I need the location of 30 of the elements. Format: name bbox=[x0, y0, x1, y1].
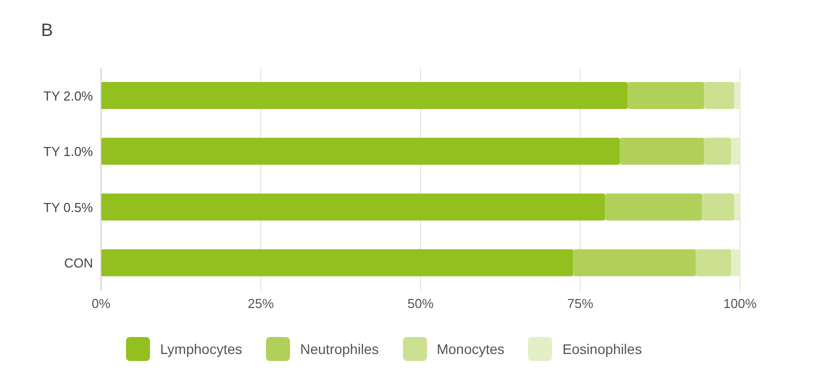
bar bbox=[704, 82, 734, 109]
bar bbox=[696, 249, 732, 276]
legend-label: Neutrophiles bbox=[300, 341, 379, 357]
legend-label: Eosinophiles bbox=[562, 341, 642, 357]
bar bbox=[101, 138, 620, 165]
bar bbox=[731, 249, 740, 276]
bar bbox=[101, 249, 574, 276]
x-tick-label: 0% bbox=[92, 296, 111, 312]
y-tick-label: TY 0.5% bbox=[43, 200, 94, 215]
x-tick-label: 75% bbox=[567, 296, 594, 312]
bar bbox=[605, 194, 702, 220]
chart-title: B bbox=[41, 20, 54, 41]
legend-label: Lymphocytes bbox=[160, 341, 242, 357]
x-tick-label: 25% bbox=[248, 296, 274, 312]
bar bbox=[101, 82, 628, 109]
y-tick-label: TY 2.0% bbox=[43, 88, 94, 104]
y-tick-label: TY 1.0% bbox=[43, 144, 94, 160]
bar bbox=[734, 82, 740, 109]
legend-label: Monocytes bbox=[436, 341, 504, 357]
bar bbox=[704, 138, 732, 165]
bar bbox=[101, 194, 606, 220]
bar bbox=[731, 138, 740, 165]
x-tick-label: 100% bbox=[723, 296, 758, 312]
bar bbox=[702, 194, 734, 220]
bar bbox=[734, 194, 740, 220]
bar bbox=[628, 82, 704, 109]
y-tick-label: CON bbox=[64, 256, 93, 271]
x-tick-label: 50% bbox=[407, 296, 434, 312]
bar bbox=[573, 249, 696, 276]
bar bbox=[620, 138, 704, 165]
